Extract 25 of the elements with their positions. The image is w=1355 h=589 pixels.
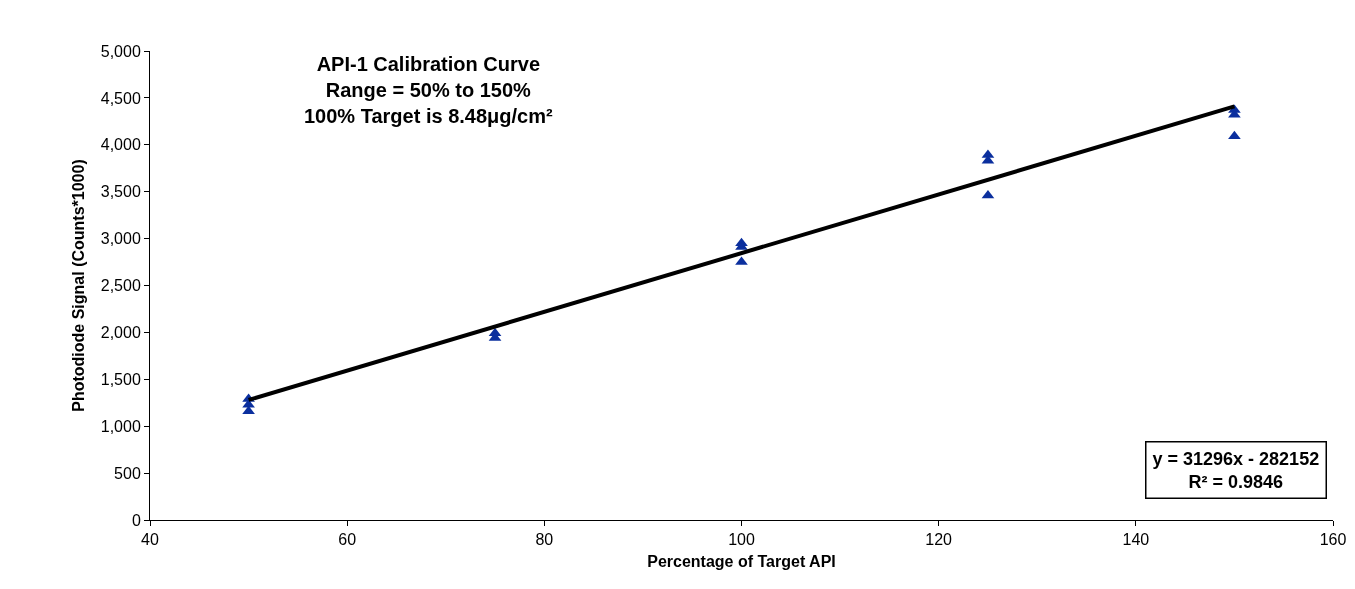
x-tick-label: 100 (728, 531, 755, 549)
y-tick-label: 5,000 (100, 42, 141, 60)
text: Range = 50% to 150% 100% Target is 8.48μg/cm² (304, 79, 553, 127)
y-tick-label: 3,500 (100, 183, 141, 201)
y-tick-label: 0 (131, 511, 141, 529)
chart-title: API-1 Calibration Curve (316, 53, 541, 75)
x-tick-label: 80 (535, 531, 554, 549)
point (1228, 130, 1241, 140)
y-tick-label: 1,000 (100, 417, 141, 435)
annotation: y = 31296x - 282152 R² = 0.9846 (1152, 448, 1320, 492)
y-tick-label: 3,000 (100, 230, 141, 248)
x-tick-label: 140 (1122, 531, 1150, 549)
x-tick-label: 60 (338, 531, 357, 549)
y-axis-title: Photodiode Signal (Counts*1000) (69, 159, 87, 412)
point (981, 189, 995, 199)
y-tick-label: 1,500 (100, 370, 141, 388)
y-tick-label: 2,000 (100, 324, 141, 341)
y-tick-label: 2,500 (100, 277, 141, 295)
x-tick-label: 120 (925, 531, 953, 549)
y-tick-label: 4,500 (100, 89, 141, 107)
x-tick-label: 40 (141, 531, 159, 549)
y-tick-label: 500 (114, 464, 141, 482)
x-tick-label: 160 (1319, 531, 1347, 549)
x-axis-title: Percentage of Target API (647, 552, 836, 570)
y-tick-label: 4,000 (100, 136, 141, 154)
